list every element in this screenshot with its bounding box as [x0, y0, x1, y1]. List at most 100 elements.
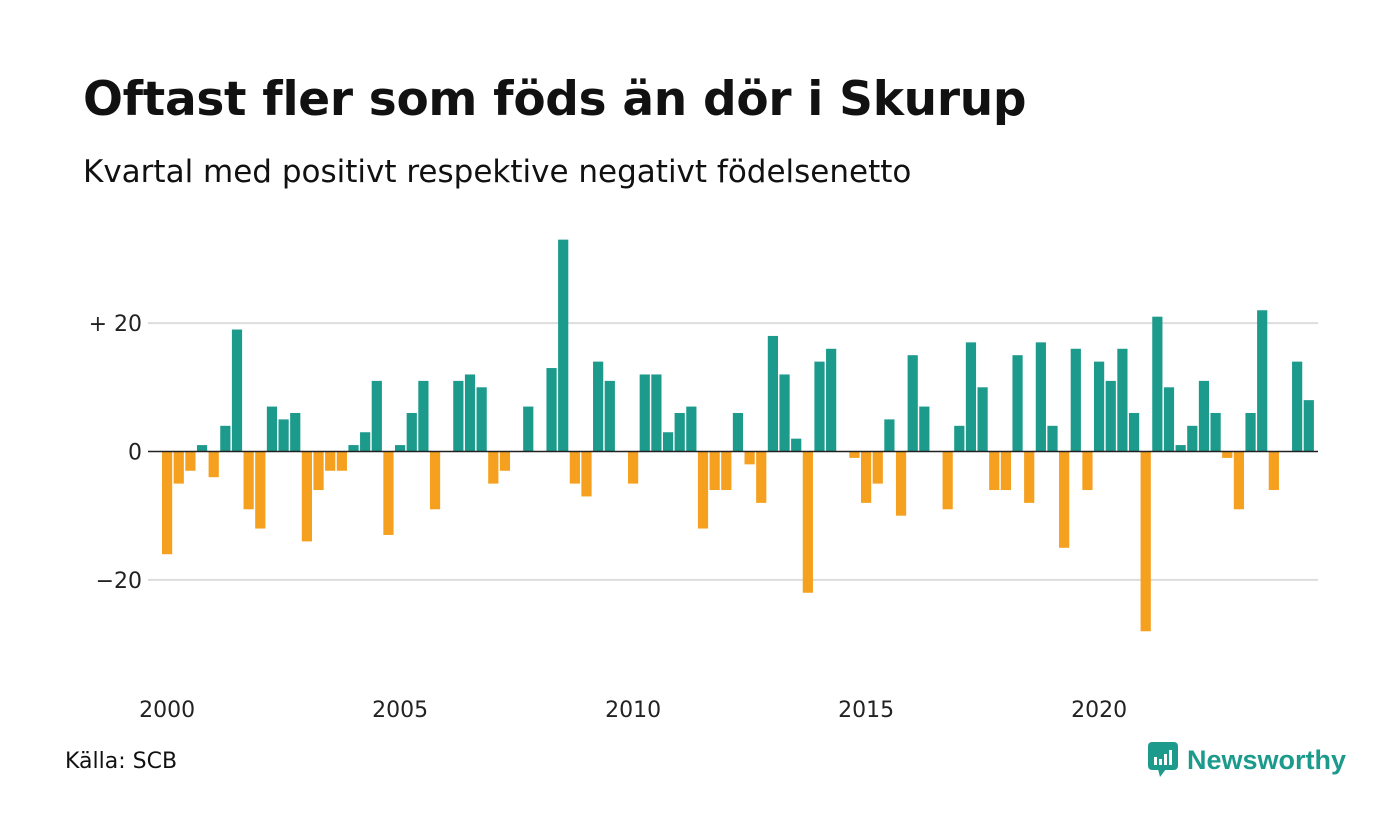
bar-positive: [884, 419, 895, 452]
bar-positive: [732, 412, 744, 452]
bar-negative: [499, 451, 511, 471]
bar-positive: [767, 335, 778, 452]
bar-chart: + 20 0 −20 2000 2005 2010 2015 2020: [89, 239, 1318, 723]
bar-negative: [895, 451, 907, 516]
bar-negative: [802, 451, 813, 593]
bar-negative: [989, 451, 1000, 491]
x-tick-label: 2010: [605, 698, 661, 723]
bar-negative: [581, 451, 592, 497]
bar-negative: [1082, 451, 1093, 491]
bar-positive: [348, 445, 359, 452]
bar-negative: [488, 451, 499, 484]
bar-negative: [1024, 451, 1035, 503]
bar-negative: [756, 451, 767, 503]
bar-positive: [686, 406, 697, 452]
y-tick-label: + 20: [89, 312, 142, 337]
chat-bars-icon: [1148, 742, 1178, 777]
bar-positive: [907, 355, 918, 452]
bar-positive: [360, 432, 371, 452]
bar-negative: [1233, 451, 1244, 510]
bars: [162, 239, 1314, 632]
bar-negative: [185, 451, 196, 471]
bar-positive: [1175, 445, 1186, 452]
bar-positive: [965, 342, 977, 452]
bar-positive: [791, 438, 802, 452]
x-tick-label: 2015: [838, 698, 894, 723]
source-note: Källa: SCB: [65, 749, 178, 774]
bar-negative: [208, 451, 219, 478]
bar-positive: [266, 406, 278, 452]
bar-positive: [1070, 348, 1081, 452]
bar-positive: [1152, 316, 1163, 452]
bar-positive: [977, 387, 988, 452]
bar-positive: [395, 445, 406, 452]
bar-positive: [604, 380, 615, 452]
bar-positive: [1047, 425, 1058, 452]
bar-positive: [1117, 348, 1128, 452]
bar-positive: [1163, 387, 1175, 452]
bar-positive: [814, 361, 825, 452]
bar-positive: [1187, 425, 1198, 452]
bar-positive: [546, 368, 557, 452]
bar-negative: [697, 451, 709, 529]
bar-positive: [639, 374, 650, 452]
bar-negative: [942, 451, 953, 510]
bar-positive: [1303, 400, 1314, 452]
bar-positive: [1094, 361, 1105, 452]
bar-negative: [1222, 451, 1233, 458]
bar-positive: [290, 412, 301, 452]
bar-positive: [1128, 412, 1140, 452]
bar-positive: [779, 374, 790, 452]
bar-negative: [861, 451, 872, 503]
bar-negative: [383, 451, 394, 535]
bar-positive: [1257, 310, 1268, 452]
y-tick-label: −20: [96, 569, 142, 594]
bar-negative: [744, 451, 755, 465]
bar-positive: [674, 412, 685, 452]
bar-negative: [628, 451, 639, 484]
bar-negative: [325, 451, 336, 471]
bar-negative: [1059, 451, 1070, 548]
bar-negative: [569, 451, 580, 484]
brand-name: Newsworthy: [1187, 744, 1347, 775]
bar-negative: [313, 451, 324, 491]
y-axis-ticks: + 20 0 −20: [89, 312, 142, 594]
x-tick-label: 2020: [1071, 698, 1127, 723]
chart-subtitle: Kvartal med positivt respektive negativt…: [83, 154, 912, 190]
bar-positive: [220, 425, 231, 452]
bar-positive: [826, 348, 837, 452]
bar-positive: [453, 380, 464, 452]
bar-positive: [1105, 380, 1116, 452]
bar-positive: [1292, 361, 1303, 452]
bar-positive: [523, 406, 534, 452]
newsworthy-logo: Newsworthy: [1148, 742, 1346, 778]
bar-negative: [1140, 451, 1151, 632]
bar-positive: [418, 380, 429, 452]
bar-negative: [709, 451, 720, 491]
bar-positive: [1035, 342, 1046, 452]
bar-negative: [173, 451, 184, 484]
bar-negative: [721, 451, 732, 491]
bar-negative: [336, 451, 347, 471]
x-axis-ticks: 2000 2005 2010 2015 2020: [139, 698, 1127, 723]
bar-negative: [849, 451, 860, 458]
bar-positive: [1198, 380, 1210, 452]
x-tick-label: 2005: [372, 698, 428, 723]
bar-positive: [954, 425, 965, 452]
bar-positive: [196, 445, 208, 452]
bar-positive: [278, 419, 289, 452]
bar-positive: [464, 374, 476, 452]
bar-positive: [371, 380, 382, 452]
bar-negative: [301, 451, 312, 542]
bar-negative: [162, 451, 173, 555]
x-tick-label: 2000: [139, 698, 195, 723]
bar-positive: [1210, 412, 1221, 452]
bar-negative: [872, 451, 883, 484]
bar-negative: [429, 451, 441, 510]
bar-positive: [406, 412, 417, 452]
grid-lines: [148, 322, 1318, 581]
chart-title: Oftast fler som föds än dör i Skurup: [83, 72, 1027, 127]
bar-positive: [662, 432, 674, 452]
bar-negative: [1268, 451, 1279, 491]
bar-positive: [1012, 355, 1023, 452]
